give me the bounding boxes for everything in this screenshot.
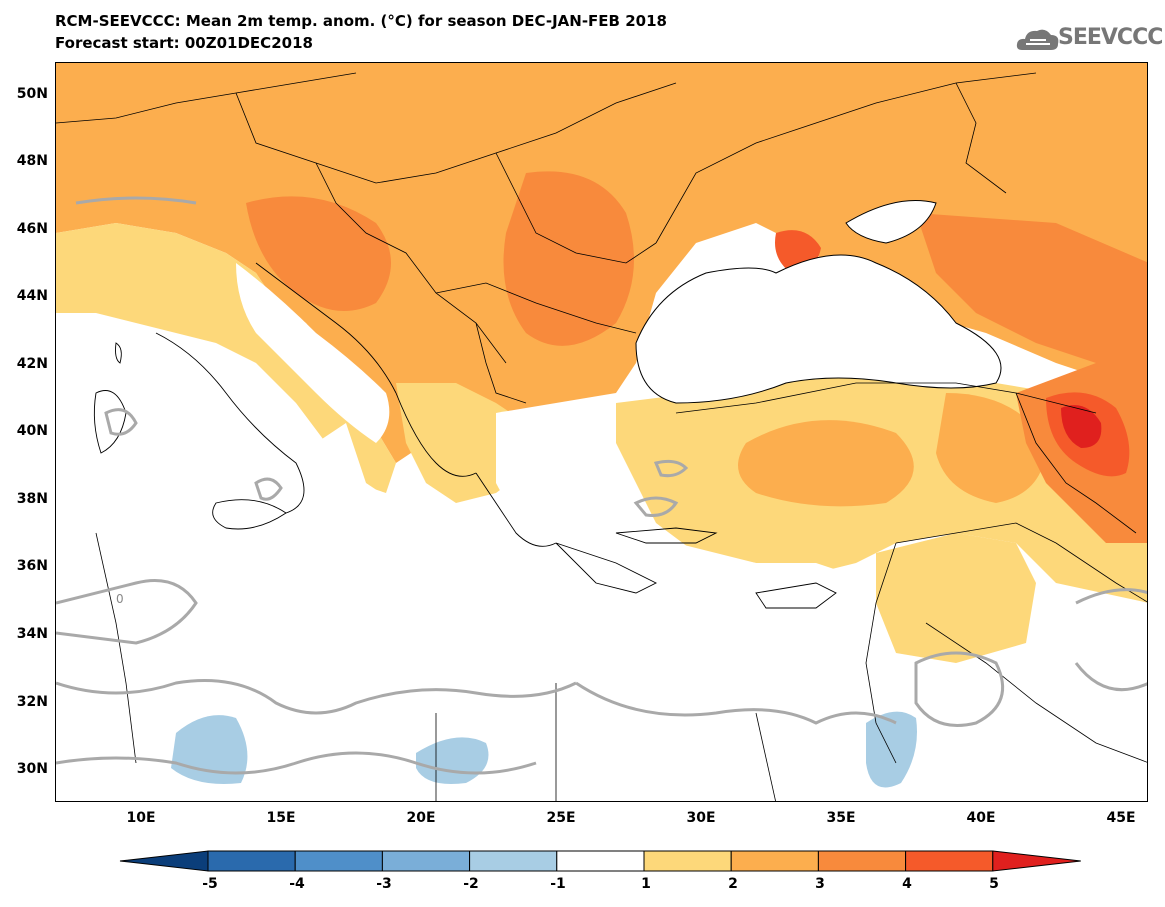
lon-label: 20E [406,810,436,826]
anomaly-map: 0 [56,63,1147,801]
aegean-sea [496,409,626,546]
anomaly-region-3to4-croatia [246,196,391,311]
lon-label: 45E [1106,810,1136,826]
colorbar-label: -3 [376,876,392,892]
colorbar-label: 3 [815,876,825,892]
colorbar-segment [294,850,383,872]
anomaly-region-cool-sinai [866,711,917,788]
colorbar-label: 1 [641,876,651,892]
sea-of-azov [845,200,937,244]
lon-label: 30E [686,810,716,826]
lat-label: 46N [16,221,48,237]
lat-label: 34N [16,626,48,642]
contour-label-zero: 0 [116,592,124,606]
colorbar-segment [556,850,645,872]
colorbar-label: 4 [902,876,912,892]
lat-label: 38N [16,491,48,507]
colorbar-segment [469,850,558,872]
map-panel[interactable]: 0 [55,62,1148,802]
lat-label: 44N [16,288,48,304]
forecast-start-subtitle: Forecast start: 00Z01DEC2018 [55,34,313,52]
colorbar-segment [817,850,907,872]
anomaly-region-3to4-caucasus [916,213,1147,363]
lat-label: 36N [16,558,48,574]
lat-label: 40N [16,423,48,439]
colorbar-label: -4 [289,876,305,892]
colorbar-label: 2 [728,876,738,892]
colorbar-label: -1 [550,876,566,892]
anomaly-region-gt5-east [1061,405,1102,448]
anomaly-region-2to3-turkey-a [738,420,914,507]
lon-label: 40E [966,810,996,826]
anomaly-region-cool-egypt [416,737,489,784]
lat-label: 30N [16,761,48,777]
lat-label: 48N [16,153,48,169]
colorbar [119,850,1081,872]
colorbar-segment [730,850,819,872]
map-title: RCM-SEEVCCC: Mean 2m temp. anom. (°C) fo… [55,12,667,30]
coastlines [93,262,837,609]
lon-label: 15E [266,810,296,826]
lat-label: 50N [16,86,48,102]
lat-label: 42N [16,356,48,372]
colorbar-label: -2 [463,876,479,892]
anomaly-region-3to4-romania [503,171,634,346]
anomaly-region-1to2-italy [56,223,396,493]
mediterranean-sea [56,423,866,723]
colorbar-segment [207,850,296,872]
lat-label: 32N [16,694,48,710]
colorbar-left-arrow [119,850,209,872]
zero-contours [56,196,1147,775]
logo-text: SEEVCCC [1058,25,1163,50]
country-borders [56,72,1147,801]
adriatic-sea [236,263,390,443]
tyrrhenian-sea [146,351,296,497]
colorbar-segment [381,850,471,872]
anomaly-fills [56,63,1147,788]
colorbar-right-arrow [992,850,1081,872]
lon-label: 25E [546,810,576,826]
lon-label: 10E [126,810,156,826]
colorbar-label: 5 [989,876,999,892]
anomaly-region-2to3-turkey-b [936,393,1046,503]
colorbar-segment [643,850,732,872]
cloud-icon [1016,29,1059,50]
colorbar-label: -5 [202,876,218,892]
lon-label: 35E [826,810,856,826]
black-sea [635,254,1002,404]
anomaly-region-1to2-levant [876,533,1036,663]
colorbar-segment [905,850,994,872]
